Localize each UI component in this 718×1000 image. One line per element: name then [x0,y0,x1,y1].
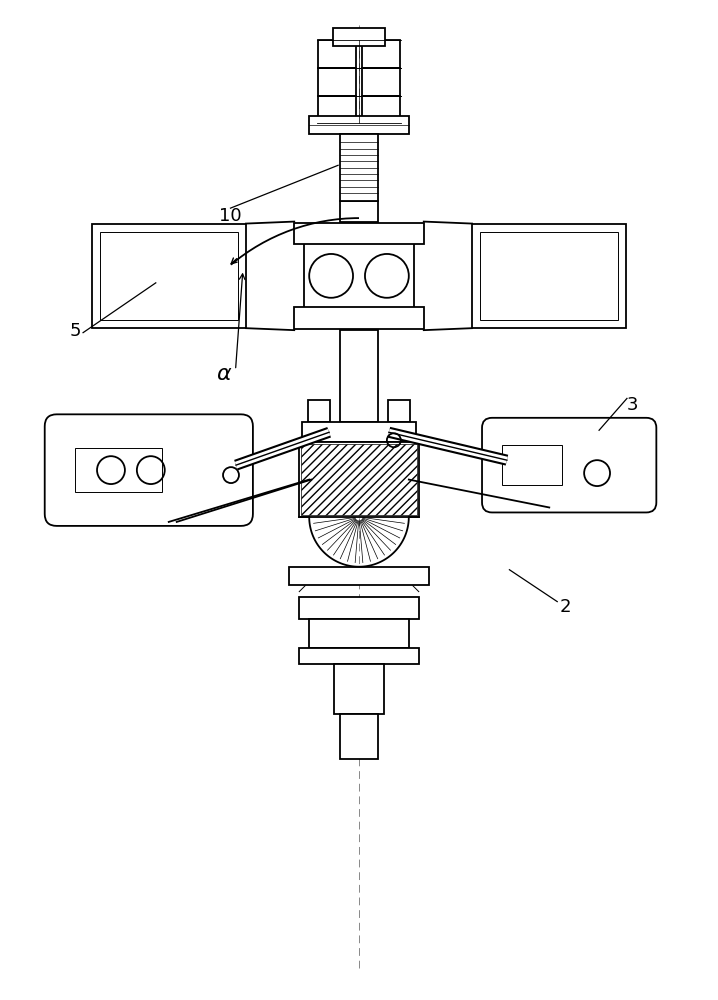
Bar [308,400,330,422]
Text: $\alpha$: $\alpha$ [215,363,232,385]
Bar [309,619,409,648]
Text: 5: 5 [69,322,80,340]
Bar [472,224,627,328]
Bar [304,243,414,308]
Bar [362,40,400,68]
Bar [340,134,378,201]
Bar [362,96,400,123]
Bar [340,330,378,422]
Text: 2: 2 [559,598,571,616]
Bar [480,232,618,320]
Bar [318,96,356,123]
Bar [334,664,384,714]
Bar [299,597,419,619]
Bar [299,648,419,664]
Bar [318,68,356,96]
Bar [294,223,424,244]
Bar [75,448,162,492]
Bar [100,232,238,320]
Bar [333,28,385,46]
Bar [340,714,378,759]
Bar [299,442,419,517]
Bar [302,444,416,515]
FancyBboxPatch shape [482,418,656,512]
Bar [318,40,356,68]
Bar [388,400,410,422]
Bar [309,116,409,134]
Bar [289,567,429,585]
Bar [502,445,561,485]
Text: 10: 10 [218,207,241,225]
Bar [294,307,424,329]
Bar [340,201,378,222]
Bar [91,224,246,328]
Bar [302,422,416,442]
FancyBboxPatch shape [45,414,253,526]
Text: 3: 3 [627,396,638,414]
Bar [362,68,400,96]
